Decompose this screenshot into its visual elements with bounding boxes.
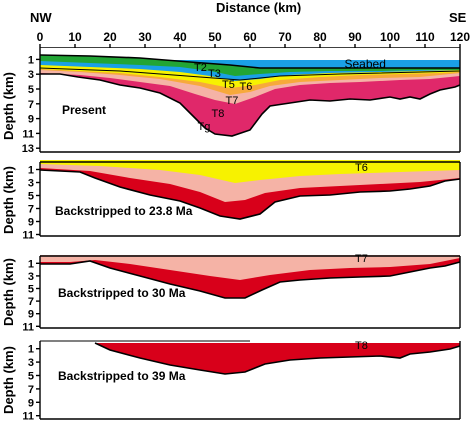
depth-tick-label: 9 <box>28 309 34 321</box>
depth-tick-label: 7 <box>28 204 34 216</box>
depth-axis-title-39: Depth (km) <box>1 346 16 414</box>
nw-label: NW <box>30 10 52 25</box>
depth-tick-label: 13 <box>22 143 34 155</box>
depth-tick-label: 1 <box>28 54 34 66</box>
depth-tick-label: 1 <box>28 258 34 270</box>
distance-tick-label: 40 <box>173 30 187 44</box>
distance-tick-label: 30 <box>138 30 152 44</box>
caption-23-8: Backstripped to 23.8 Ma <box>55 204 193 218</box>
depth-tick-label: 9 <box>28 217 34 229</box>
depth-tick-label: 11 <box>22 230 34 242</box>
depth-tick-label: 11 <box>22 321 34 333</box>
caption-39: Backstripped to 39 Ma <box>58 369 186 383</box>
se-label: SE <box>449 10 467 25</box>
depth-axis-title-23-8: Depth (km) <box>1 166 16 234</box>
distance-tick-labels: 0 10 20 30 40 50 60 70 80 90 100 110 120 <box>37 30 470 49</box>
depth-tick-label: 5 <box>28 284 34 296</box>
panel-23-8-horizon-labels: T6 <box>355 162 368 174</box>
depth-tick-label: 1 <box>28 165 34 177</box>
depth-tick-label: 9 <box>28 397 34 409</box>
layer-green <box>40 55 460 76</box>
depth-axis-title-30: Depth (km) <box>1 258 16 326</box>
depth-tick-label: 11 <box>22 128 34 140</box>
distance-tick-label: 90 <box>348 30 362 44</box>
basement-line-present <box>40 73 461 137</box>
depth-tick-label: 3 <box>28 357 34 369</box>
horizon-label-t7: T7 <box>355 253 368 265</box>
depth-tick-label: 1 <box>28 344 34 356</box>
horizon-label-t8: T8 <box>212 108 225 120</box>
caption-30: Backstripped to 30 Ma <box>58 286 186 300</box>
depth-tick-label: 5 <box>28 371 34 383</box>
panel-39-horizon-labels: T8 <box>355 340 368 352</box>
horizon-line-t5 <box>39 67 461 81</box>
distance-tick-label: 10 <box>68 30 82 44</box>
horizon-label-t2: T2 <box>194 62 207 74</box>
distance-tick-label: 70 <box>278 30 292 44</box>
depth-axis-title-present: Depth (km) <box>1 72 16 140</box>
distance-tick-label: 60 <box>243 30 257 44</box>
basement-line-23-8 <box>39 169 461 220</box>
layer-red-39 <box>95 343 460 374</box>
depth-tick-label: 5 <box>28 84 34 96</box>
layer-pink-30 <box>40 255 460 280</box>
distance-tick-label: 110 <box>415 30 435 44</box>
distance-axis-title: Distance (km) <box>216 0 301 15</box>
depth-tick-label: 3 <box>28 69 34 81</box>
panel-backstripped-39: Backstripped to 39 Ma T8 13 579 11 Depth (… <box>1 340 461 421</box>
horizon-label-seabed: Seabed <box>345 57 386 71</box>
distance-tick-label: 0 <box>37 30 44 44</box>
distance-tick-label: 100 <box>380 30 400 44</box>
horizon-label-t8: T8 <box>355 340 368 352</box>
horizon-label-t7: T7 <box>226 95 239 107</box>
horizon-label-t5: T5 <box>222 79 235 91</box>
distance-tick-label: 20 <box>103 30 117 44</box>
horizon-label-t3: T3 <box>208 68 221 80</box>
panel-30-horizon-labels: T7 <box>355 253 368 265</box>
distance-tick-label: 80 <box>313 30 327 44</box>
depth-tick-label: 7 <box>28 99 34 111</box>
panel-39-depth-ticks: 13 579 11 <box>22 344 40 421</box>
horizon-label-t6: T6 <box>240 81 253 93</box>
depth-tick-label: 7 <box>28 384 34 396</box>
depth-tick-label: 3 <box>28 178 34 190</box>
depth-tick-label: 3 <box>28 271 34 283</box>
basement-line-39 <box>94 342 461 375</box>
distance-tick-label: 120 <box>450 30 470 44</box>
depth-tick-label: 5 <box>28 191 34 203</box>
horizon-label-t6: T6 <box>355 162 368 174</box>
horizon-label-tg: Tg <box>198 121 211 133</box>
depth-tick-label: 11 <box>22 411 34 421</box>
distance-tick-label: 50 <box>208 30 222 44</box>
caption-present: Present <box>62 103 106 117</box>
layer-yellow-23-8 <box>40 160 460 183</box>
seabed-line <box>39 54 460 69</box>
depth-tick-label: 7 <box>28 296 34 308</box>
depth-tick-label: 9 <box>28 114 34 126</box>
basement-line-30 <box>40 260 461 299</box>
